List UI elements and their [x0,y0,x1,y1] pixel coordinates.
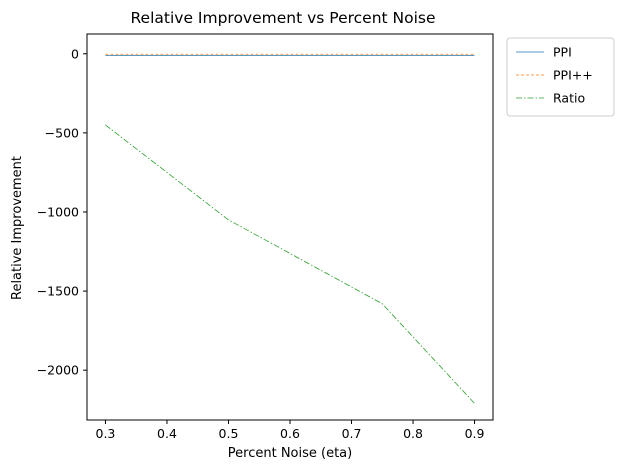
y-tick-label: −2000 [37,363,79,378]
x-tick-label: 0.4 [157,426,177,441]
y-tick-label: 0 [71,46,79,61]
legend-box [506,37,615,117]
legend-label: PPI [553,45,572,60]
x-tick-label: 0.7 [342,426,362,441]
x-tick-label: 0.5 [219,426,239,441]
y-tick-label: −1000 [37,204,79,219]
y-axis: 0 −500 −1000 −1500 −2000 [37,46,87,378]
x-tick-label: 0.3 [96,426,116,441]
x-tick-label: 0.9 [465,426,485,441]
plot-area [105,53,475,404]
chart-title: Relative Improvement vs Percent Noise [130,9,435,27]
legend: PPI PPI++ Ratio [506,37,615,117]
y-tick-label: −1500 [37,284,79,299]
x-axis: 0.3 0.4 0.5 0.6 0.7 0.8 0.9 [96,420,485,441]
x-axis-title: Percent Noise (eta) [228,446,352,461]
legend-label: Ratio [553,91,585,106]
legend-label: PPI++ [553,68,593,83]
y-tick-label: −500 [45,125,79,140]
x-tick-label: 0.6 [280,426,300,441]
y-axis-title: Relative Improvement [10,156,25,300]
x-tick-label: 0.8 [403,426,423,441]
plot-frame [86,33,494,421]
series-line-ratio [105,124,475,404]
